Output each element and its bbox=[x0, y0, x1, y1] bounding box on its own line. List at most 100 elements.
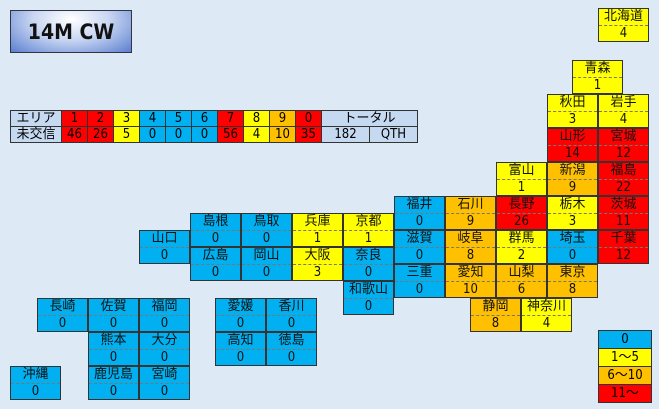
prefecture-cell: 福井 0 bbox=[394, 196, 445, 230]
prefecture-name: 新潟 bbox=[548, 163, 597, 180]
prefecture-count: 3 bbox=[568, 112, 577, 127]
prefecture-name: 島根 bbox=[191, 214, 240, 231]
prefecture-count: 1 bbox=[313, 231, 322, 246]
prefecture-cell: 広島 0 bbox=[190, 247, 241, 281]
prefecture-name: 北海道 bbox=[599, 9, 648, 26]
prefecture-count: 0 bbox=[415, 282, 424, 297]
area-label: エリア bbox=[10, 110, 62, 127]
prefecture-count: 3 bbox=[313, 265, 322, 280]
area-count: 0 bbox=[191, 126, 218, 143]
prefecture-count: 0 bbox=[160, 316, 169, 331]
prefecture-name: 佐賀 bbox=[89, 299, 138, 316]
prefecture-name: 宮城 bbox=[599, 129, 648, 146]
prefecture-name: 徳島 bbox=[267, 333, 316, 350]
prefecture-cell: 長崎 0 bbox=[37, 298, 88, 332]
area-number: 5 bbox=[165, 110, 192, 127]
total-label: トータル bbox=[321, 110, 418, 127]
prefecture-name: 広島 bbox=[191, 248, 240, 265]
legend-zero: 0 bbox=[599, 331, 651, 349]
prefecture-name: 岩手 bbox=[599, 95, 648, 112]
legend-low: 1～5 bbox=[599, 349, 651, 367]
prefecture-cell: 島根 0 bbox=[190, 213, 241, 247]
area-number: 8 bbox=[243, 110, 270, 127]
qth-cell: QTH bbox=[369, 126, 418, 143]
prefecture-count: 8 bbox=[568, 282, 577, 297]
area-count: 5 bbox=[113, 126, 140, 143]
prefecture-cell: 鹿児島 0 bbox=[88, 366, 139, 400]
area-number: 1 bbox=[61, 110, 88, 127]
prefecture-count: 0 bbox=[160, 350, 169, 365]
prefecture-count: 0 bbox=[568, 248, 577, 263]
legend-high: 11～ bbox=[599, 385, 651, 402]
prefecture-name: 石川 bbox=[446, 197, 495, 214]
prefecture-cell: 山形 14 bbox=[547, 128, 598, 162]
prefecture-name: 長崎 bbox=[38, 299, 87, 316]
prefecture-count: 6 bbox=[517, 282, 526, 297]
prefecture-name: 岡山 bbox=[242, 248, 291, 265]
prefecture-name: 奈良 bbox=[344, 248, 393, 265]
prefecture-name: 栃木 bbox=[548, 197, 597, 214]
prefecture-count: 2 bbox=[517, 248, 526, 263]
prefecture-cell: 山口 0 bbox=[139, 230, 190, 264]
area-number: 6 bbox=[191, 110, 218, 127]
prefecture-cell: 埼玉 0 bbox=[547, 230, 598, 264]
prefecture-count: 0 bbox=[415, 248, 424, 263]
prefecture-count: 0 bbox=[287, 350, 296, 365]
prefecture-cell: 福岡 0 bbox=[139, 298, 190, 332]
prefecture-cell: 茨城 11 bbox=[598, 196, 649, 230]
prefecture-count: 8 bbox=[491, 316, 500, 331]
prefecture-cell: 和歌山 0 bbox=[343, 281, 394, 315]
prefecture-count: 0 bbox=[160, 384, 169, 399]
prefecture-name: 鳥取 bbox=[242, 214, 291, 231]
prefecture-count: 4 bbox=[542, 316, 551, 331]
area-number: 4 bbox=[139, 110, 166, 127]
area-number: 7 bbox=[217, 110, 244, 127]
prefecture-cell: 岡山 0 bbox=[241, 247, 292, 281]
prefecture-cell: 三重 0 bbox=[394, 264, 445, 298]
prefecture-name: 山梨 bbox=[497, 265, 546, 282]
prefecture-name: 愛知 bbox=[446, 265, 495, 282]
prefecture-cell: 鳥取 0 bbox=[241, 213, 292, 247]
prefecture-name: 香川 bbox=[267, 299, 316, 316]
prefecture-cell: 奈良 0 bbox=[343, 247, 394, 281]
area-number: 2 bbox=[87, 110, 114, 127]
prefecture-count: 0 bbox=[262, 231, 271, 246]
prefecture-count: 0 bbox=[211, 231, 220, 246]
prefecture-name: 大分 bbox=[140, 333, 189, 350]
prefecture-count: 11 bbox=[616, 214, 631, 229]
area-number: 3 bbox=[113, 110, 140, 127]
prefecture-count: 0 bbox=[236, 350, 245, 365]
prefecture-count: 1 bbox=[593, 78, 602, 93]
prefecture-name: 沖縄 bbox=[11, 367, 60, 384]
prefecture-name: 大阪 bbox=[293, 248, 342, 265]
prefecture-cell: 神奈川 4 bbox=[521, 298, 572, 332]
prefecture-cell: 秋田 3 bbox=[547, 94, 598, 128]
total-value: 182 bbox=[321, 126, 370, 143]
prefecture-count: 12 bbox=[616, 248, 631, 263]
area-count: 0 bbox=[139, 126, 166, 143]
prefecture-cell: 徳島 0 bbox=[266, 332, 317, 366]
prefecture-name: 鹿児島 bbox=[89, 367, 138, 384]
unworked-label: 未交信 bbox=[10, 126, 62, 143]
prefecture-count: 1 bbox=[517, 180, 526, 195]
prefecture-name: 埼玉 bbox=[548, 231, 597, 248]
prefecture-count: 0 bbox=[58, 316, 67, 331]
prefecture-name: 和歌山 bbox=[344, 282, 393, 299]
prefecture-cell: 千葉 12 bbox=[598, 230, 649, 264]
prefecture-cell: 高知 0 bbox=[215, 332, 266, 366]
prefecture-name: 神奈川 bbox=[522, 299, 571, 316]
prefecture-cell: 新潟 9 bbox=[547, 162, 598, 196]
prefecture-cell: 香川 0 bbox=[266, 298, 317, 332]
prefecture-name: 山口 bbox=[140, 231, 189, 248]
prefecture-cell: 東京 8 bbox=[547, 264, 598, 298]
prefecture-count: 0 bbox=[364, 265, 373, 280]
prefecture-count: 22 bbox=[616, 180, 631, 195]
prefecture-name: 青森 bbox=[573, 61, 622, 78]
prefecture-cell: 兵庫 1 bbox=[292, 213, 343, 247]
prefecture-cell: 栃木 3 bbox=[547, 196, 598, 230]
legend-mid: 6～10 bbox=[599, 367, 651, 385]
prefecture-name: 秋田 bbox=[548, 95, 597, 112]
prefecture-name: 愛媛 bbox=[216, 299, 265, 316]
area-count: 4 bbox=[243, 126, 270, 143]
prefecture-count: 9 bbox=[568, 180, 577, 195]
